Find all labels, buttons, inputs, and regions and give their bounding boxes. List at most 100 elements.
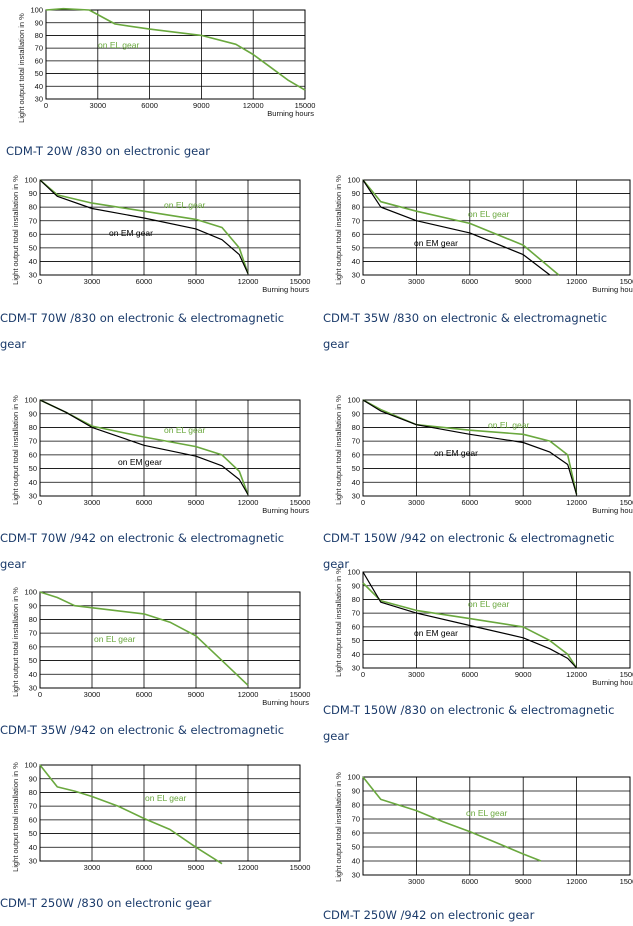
y-tick-label: 50 <box>29 829 37 838</box>
x-tick-label: 6000 <box>461 877 478 886</box>
x-tick-label: 6000 <box>136 498 153 507</box>
y-tick-label: 90 <box>29 774 37 783</box>
series-label: on EL gear <box>466 808 507 818</box>
chart-grid <box>362 776 631 876</box>
y-tick-label: 80 <box>29 615 37 624</box>
chart-caption: CDM-T 150W /830 on electronic & electrom… <box>323 703 615 717</box>
x-tick-label: 0 <box>361 277 365 286</box>
series-label: on EM gear <box>414 628 458 638</box>
x-tick-label: 3000 <box>408 277 425 286</box>
x-tick-label: 12000 <box>566 277 587 286</box>
y-tick-label: 40 <box>352 478 360 487</box>
y-tick-label: 80 <box>352 801 360 810</box>
y-tick-label: 30 <box>29 492 37 501</box>
x-axis-label: Burning hours <box>262 285 309 294</box>
y-tick-label: 30 <box>29 857 37 866</box>
y-axis-label: Light output total installation in % <box>17 13 26 123</box>
y-tick-label: 80 <box>35 31 43 40</box>
y-tick-label: 100 <box>24 176 37 185</box>
y-tick-label: 70 <box>35 44 43 53</box>
series-line <box>362 179 560 276</box>
y-tick-label: 70 <box>29 437 37 446</box>
y-tick-label: 70 <box>29 216 37 225</box>
series-label: on EM gear <box>434 448 478 458</box>
y-tick-label: 90 <box>352 787 360 796</box>
series-label: on EL gear <box>468 599 509 609</box>
series-line <box>39 591 249 686</box>
chart-caption-continued: gear <box>323 557 350 571</box>
x-tick-label: 6000 <box>461 498 478 507</box>
y-tick-label: 70 <box>352 609 360 618</box>
x-tick-label: 12000 <box>243 101 264 110</box>
series-line <box>362 179 551 276</box>
plot-frame <box>362 776 631 876</box>
x-tick-label: 0 <box>361 498 365 507</box>
x-tick-label: 9000 <box>188 277 205 286</box>
y-tick-label: 60 <box>352 230 360 239</box>
y-tick-label: 30 <box>352 271 360 280</box>
plot-frame <box>45 9 306 100</box>
x-tick-label: 12000 <box>566 670 587 679</box>
chart-caption-continued: gear <box>0 557 27 571</box>
y-tick-label: 30 <box>352 871 360 880</box>
x-axis-label: Burning hours <box>592 285 633 294</box>
y-tick-label: 90 <box>35 18 43 27</box>
x-tick-label: 12000 <box>238 863 259 872</box>
y-tick-label: 60 <box>352 450 360 459</box>
chart-8: 30 40 50 60 70 80 90 100 3000 6000 9000 12000 15000 L… <box>11 761 311 872</box>
x-tick-label: 15000 <box>290 690 311 699</box>
y-tick-label: 50 <box>352 636 360 645</box>
chart-grid <box>39 591 301 689</box>
chart-caption: CDM-T 70W /830 on electronic & electroma… <box>0 311 285 325</box>
y-tick-label: 100 <box>24 761 37 770</box>
y-tick-label: 90 <box>352 409 360 418</box>
series-label: on EL gear <box>468 209 509 219</box>
y-tick-label: 50 <box>29 656 37 665</box>
y-tick-label: 40 <box>35 82 43 91</box>
series-line <box>39 179 249 274</box>
y-tick-label: 60 <box>29 642 37 651</box>
chart-2: 30 40 50 60 70 80 90 100 0 3000 6000 9000 12000 15000… <box>11 175 310 294</box>
plot-frame <box>39 179 301 276</box>
y-tick-label: 50 <box>29 243 37 252</box>
x-tick-label: 0 <box>361 670 365 679</box>
chart-grid <box>39 764 301 862</box>
y-tick-label: 40 <box>352 857 360 866</box>
x-tick-label: 6000 <box>461 670 478 679</box>
series-label: on EM gear <box>414 238 458 248</box>
y-tick-label: 30 <box>29 271 37 280</box>
series-label: on EL gear <box>145 793 186 803</box>
series-label: on EM gear <box>109 228 153 238</box>
y-axis-label: Light output total installation in % <box>334 395 343 505</box>
x-tick-label: 9000 <box>188 690 205 699</box>
y-tick-label: 30 <box>29 684 37 693</box>
x-tick-label: 15000 <box>290 863 311 872</box>
x-tick-label: 12000 <box>238 277 259 286</box>
chart-3: 30 40 50 60 70 80 90 100 0 3000 6000 9000 12000 15000… <box>334 175 633 294</box>
series-line <box>45 7 306 91</box>
series-label: on EL gear <box>164 425 205 435</box>
y-tick-label: 40 <box>29 257 37 266</box>
y-tick-label: 50 <box>352 243 360 252</box>
y-tick-label: 60 <box>29 450 37 459</box>
y-tick-label: 60 <box>352 829 360 838</box>
y-tick-label: 80 <box>29 203 37 212</box>
y-axis-label: Light output total installation in % <box>11 175 20 285</box>
x-axis-label: Burning hours <box>592 678 633 687</box>
y-tick-label: 100 <box>24 588 37 597</box>
y-tick-label: 80 <box>352 423 360 432</box>
y-tick-label: 90 <box>352 189 360 198</box>
series-line <box>39 179 249 274</box>
y-tick-label: 50 <box>35 69 43 78</box>
x-tick-label: 6000 <box>141 101 158 110</box>
series-line <box>39 764 223 865</box>
chart-grid <box>39 399 301 497</box>
chart-caption: CDM-T 250W /942 on electronic gear <box>323 908 535 922</box>
x-tick-label: 12000 <box>566 498 587 507</box>
y-tick-label: 100 <box>347 176 360 185</box>
y-tick-label: 80 <box>352 203 360 212</box>
series-label: on EL gear <box>94 634 135 644</box>
chart-caption: CDM-T 20W /830 on electronic gear <box>6 144 211 158</box>
y-tick-label: 70 <box>352 437 360 446</box>
y-tick-label: 30 <box>352 664 360 673</box>
